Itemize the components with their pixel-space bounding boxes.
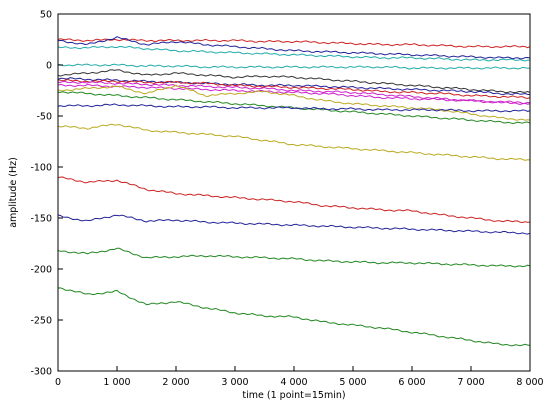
x-axis: 0 1 000 2 000 3 000 4 000 5 000 6 000 7 000 8 00… [55, 366, 544, 388]
series-line-9 [57, 83, 531, 106]
series-line-1 [57, 38, 531, 49]
y-axis-label: amplitude (Hz) [8, 157, 19, 228]
series-line-13 [57, 123, 531, 161]
y-tick-label: 50 [40, 10, 52, 21]
series-line-14 [57, 176, 531, 224]
y-tick-label: -200 [30, 265, 52, 276]
x-tick-label: 0 [55, 377, 61, 388]
x-tick-label: 1 000 [103, 377, 130, 388]
series-line-16 [57, 247, 531, 268]
y-axis: 50 0 -50 -100 -150 -200 -250 -300 [30, 10, 63, 378]
x-tick-label: 8 000 [516, 377, 543, 388]
x-tick-label: 2 000 [162, 377, 189, 388]
series-line-15 [57, 214, 531, 235]
y-tick-label: -150 [30, 214, 52, 225]
y-tick-label: -100 [30, 163, 52, 174]
y-tick-label: -300 [30, 367, 52, 378]
series-line-5 [57, 69, 531, 94]
x-tick-label: 5 000 [339, 377, 366, 388]
series-layer [57, 36, 531, 347]
y-tick-label: -250 [30, 316, 52, 327]
y-tick-label: 0 [46, 61, 52, 72]
x-tick-label: 3 000 [221, 377, 248, 388]
series-line-3 [57, 36, 531, 60]
y-tick-label: -50 [36, 112, 52, 123]
x-axis-label: time (1 point=15min) [242, 390, 345, 401]
series-line-10 [57, 84, 531, 121]
series-line-7 [57, 78, 531, 99]
x-tick-label: 6 000 [398, 377, 425, 388]
x-tick-label: 7 000 [457, 377, 484, 388]
series-line-4 [57, 63, 531, 70]
series-line-6 [57, 77, 531, 96]
series-line-2 [57, 45, 531, 62]
series-line-12 [57, 103, 531, 113]
series-line-17 [57, 287, 531, 347]
x-tick-label: 4 000 [280, 377, 307, 388]
